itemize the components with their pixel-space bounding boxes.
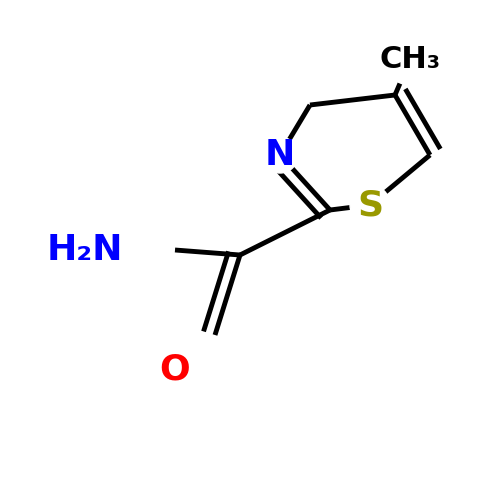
Text: O: O — [160, 353, 190, 387]
Text: CH₃: CH₃ — [380, 46, 440, 74]
Circle shape — [157, 352, 193, 388]
Text: N: N — [265, 138, 295, 172]
Text: S: S — [357, 188, 383, 222]
Circle shape — [385, 35, 435, 85]
Circle shape — [350, 185, 390, 225]
Circle shape — [262, 137, 298, 173]
Circle shape — [55, 220, 115, 280]
Text: H₂N: H₂N — [47, 233, 123, 267]
